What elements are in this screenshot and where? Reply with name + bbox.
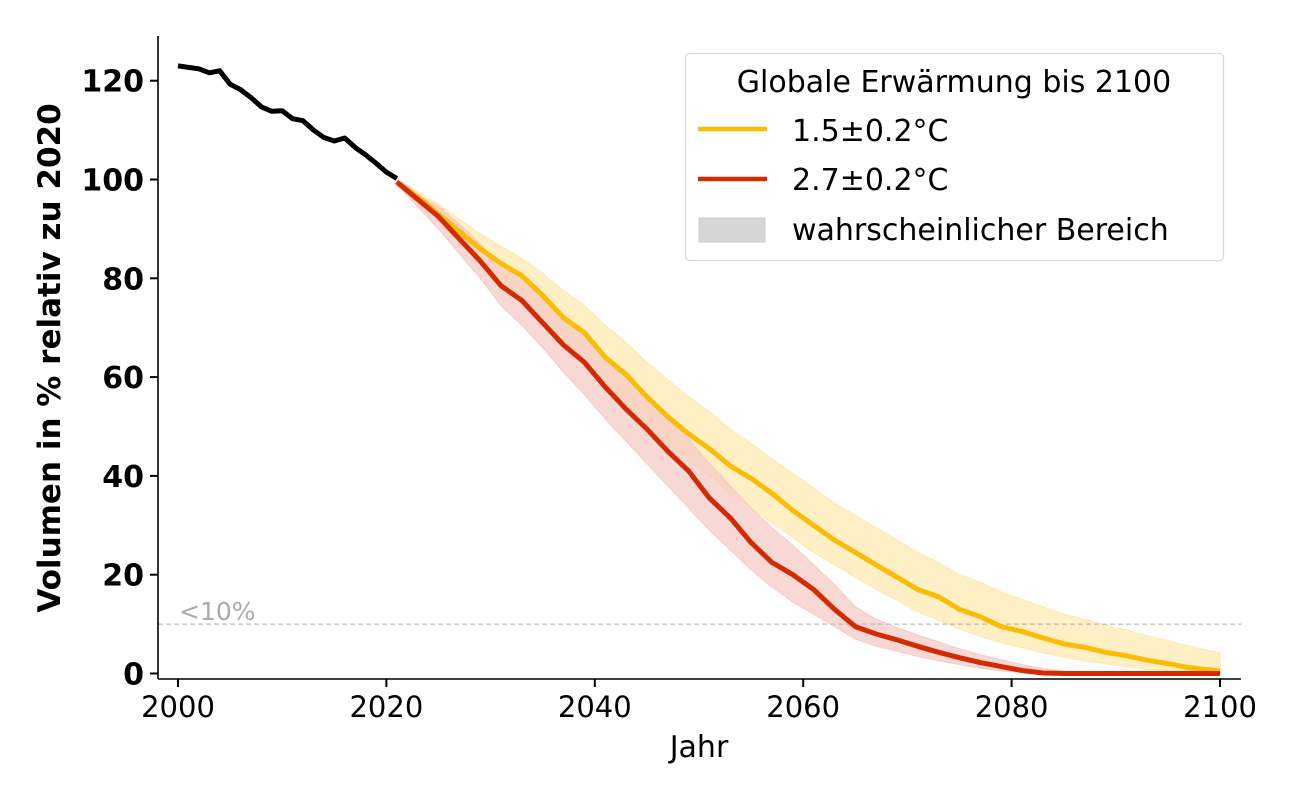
- y-tick-label: 20: [102, 559, 144, 594]
- x-tick-label: 2020: [349, 690, 423, 724]
- x-tick-label: 2100: [1183, 690, 1257, 724]
- y-tick-label: 60: [102, 361, 144, 396]
- x-ticks: 2000 2020 2040 2060 2080 2100: [141, 679, 1257, 724]
- reference-line-label: <10%: [179, 597, 256, 626]
- series-lines: [177, 63, 1221, 676]
- y-tick-label: 80: [102, 262, 144, 297]
- series-line-historisch: [177, 63, 399, 181]
- x-tick-label: 2080: [975, 690, 1049, 724]
- legend-title: Globale Erwärmung bis 2100: [737, 65, 1171, 100]
- y-axis-label: Volumen in % relativ zu 2020: [32, 103, 68, 612]
- y-tick-label: 0: [123, 658, 144, 693]
- series-line-2-7-0-2-c: [395, 180, 1220, 676]
- legend-label-2-7: 2.7±0.2°C: [792, 163, 949, 198]
- y-ticks: 0 20 40 60 80 100 120: [81, 65, 158, 693]
- x-axis-label: Jahr: [668, 730, 729, 765]
- x-tick-label: 2040: [558, 690, 632, 724]
- legend-swatch-range: [698, 217, 766, 243]
- series-line-1-5-0-2-c: [395, 179, 1221, 674]
- legend-label-1-5: 1.5±0.2°C: [792, 114, 949, 149]
- y-tick-label: 120: [81, 65, 144, 100]
- legend-label-range: wahrscheinlicher Bereich: [792, 213, 1169, 248]
- x-tick-label: 2000: [141, 690, 215, 724]
- y-tick-label: 100: [81, 164, 144, 199]
- y-tick-label: 40: [102, 460, 144, 495]
- legend-frame: [684, 52, 1225, 262]
- x-tick-label: 2060: [766, 690, 840, 724]
- legend: Globale Erwärmung bis 2100 1.5±0.2°C 2.7…: [684, 52, 1225, 262]
